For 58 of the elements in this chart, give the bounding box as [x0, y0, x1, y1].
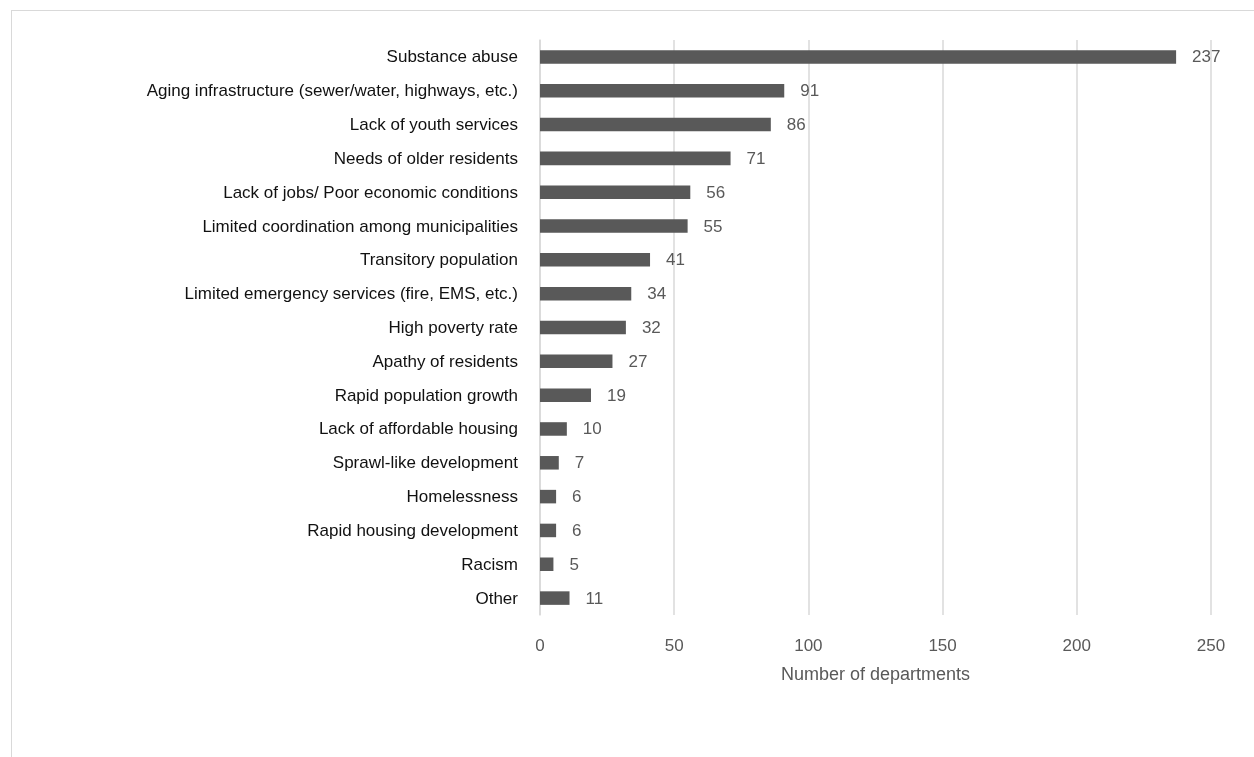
bar [540, 388, 591, 402]
y-tick-label: Needs of older residents [333, 148, 518, 168]
data-label: 6 [572, 520, 582, 540]
y-tick-label: Racism [461, 554, 518, 574]
y-tick-label: Substance abuse [386, 47, 518, 67]
x-axis-title: Number of departments [780, 664, 971, 684]
data-label: 7 [574, 453, 585, 473]
y-tick-label: Limited coordination among municipalities [202, 216, 518, 236]
bar [540, 489, 557, 504]
data-label: 6 [572, 487, 582, 507]
data-label: 19 [607, 385, 626, 405]
bar [540, 354, 613, 369]
data-label: 27 [628, 351, 648, 371]
bar [540, 286, 632, 301]
x-tick-label: 0 [535, 636, 545, 655]
data-label: 71 [746, 148, 766, 168]
data-label: 91 [800, 81, 820, 101]
bar [540, 83, 785, 98]
bar [540, 557, 554, 572]
y-tick-label: Aging infrastructure (sewer/water, highways, etc.) [146, 81, 518, 101]
data-label: 237 [1192, 47, 1221, 67]
data-label: 86 [786, 115, 806, 135]
y-tick-label: Other [475, 588, 519, 608]
bar [540, 523, 557, 538]
data-label: 11 [585, 588, 604, 608]
y-tick-label: Rapid population growth [334, 385, 518, 405]
data-label: 34 [647, 284, 667, 304]
x-tick-label: 100 [794, 636, 823, 655]
y-tick-label: Transitory population [359, 250, 518, 270]
y-tick-label: Lack of youth services [349, 115, 518, 135]
data-label: 55 [703, 216, 723, 236]
y-tick-label: Homelessness [406, 487, 518, 507]
x-tick-label: 50 [664, 636, 684, 655]
bar [540, 219, 688, 233]
y-tick-label: Limited emergency services (fire, EMS, etc.) [184, 284, 518, 304]
bar [540, 422, 567, 436]
data-label: 10 [582, 419, 602, 439]
x-tick-label: 250 [1196, 636, 1226, 655]
bar [540, 185, 691, 199]
data-label: 56 [706, 182, 726, 202]
bar [540, 117, 771, 132]
y-tick-label: Apathy of residents [372, 351, 518, 371]
bar [540, 253, 651, 267]
bar [540, 50, 1177, 64]
x-tick-label: 200 [1062, 636, 1091, 655]
data-label: 5 [569, 554, 579, 574]
y-tick-label: Rapid housing development [307, 520, 519, 540]
data-label: 41 [666, 250, 685, 270]
y-tick-label: Lack of jobs/ Poor economic conditions [223, 182, 518, 202]
bar [540, 151, 731, 166]
data-label: 32 [641, 318, 661, 337]
y-tick-label: Sprawl-like development [332, 453, 519, 473]
y-tick-label: High poverty rate [388, 318, 518, 337]
y-tick-label: Lack of affordable housing [318, 419, 518, 439]
bar [540, 456, 559, 470]
x-tick-label: 150 [928, 636, 957, 655]
bar [540, 320, 626, 335]
bar [540, 591, 570, 605]
